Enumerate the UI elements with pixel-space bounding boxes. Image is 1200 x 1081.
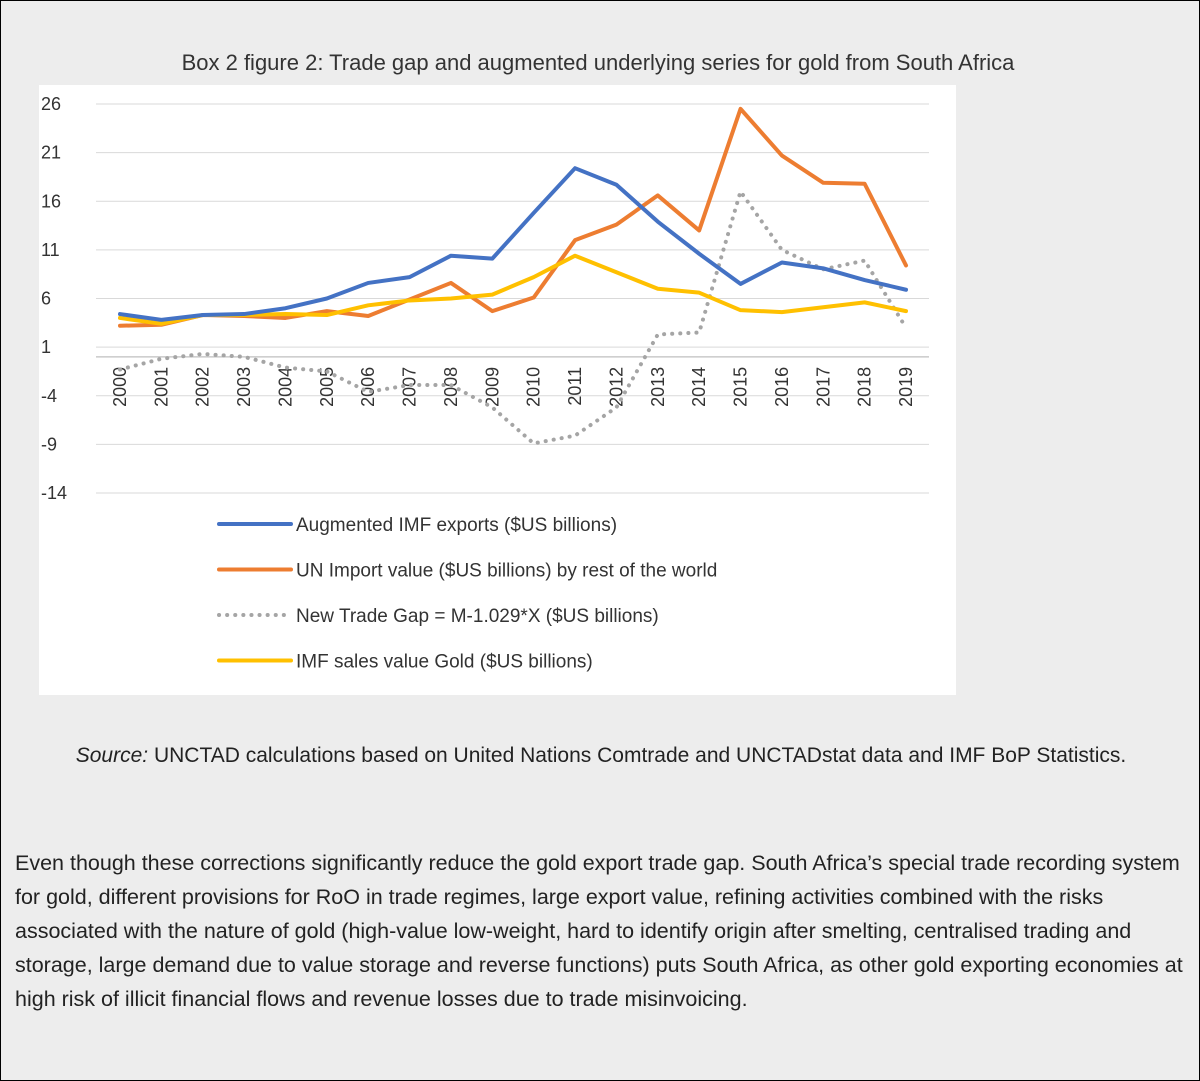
legend-label: UN Import value ($US billions) by rest o…	[296, 561, 717, 582]
x-tick-label: 2015	[731, 367, 751, 407]
x-tick-label: 2011	[565, 367, 585, 406]
y-tick-label: 21	[41, 143, 61, 163]
x-tick-label: 2010	[524, 367, 544, 407]
y-tick-label: 1	[41, 337, 51, 357]
x-tick-label: 2017	[813, 367, 833, 407]
legend-label: New Trade Gap = M-1.029*X ($US billions)	[296, 606, 659, 627]
x-tick-label: 2003	[234, 367, 254, 407]
x-tick-label: 2016	[772, 367, 792, 407]
y-tick-label: 6	[41, 289, 51, 309]
chart-title: Box 2 figure 2: Trade gap and augmented …	[182, 50, 1016, 75]
x-tick-label: 2018	[855, 367, 875, 407]
x-tick-label: 2007	[400, 367, 420, 407]
y-tick-label: 11	[41, 240, 60, 260]
title-area: Box 2 figure 2: Trade gap and augmented …	[182, 50, 1016, 75]
source-note: Source: UNCTAD calculations based on Uni…	[31, 739, 1171, 773]
x-tick-label: 2002	[193, 367, 213, 407]
source-label: Source:	[75, 744, 149, 767]
y-tick-label: -4	[41, 386, 57, 406]
y-tick-label: 26	[41, 94, 61, 114]
source-text: UNCTAD calculations based on United Nati…	[153, 744, 1127, 767]
x-tick-label: 2009	[482, 367, 502, 407]
x-tick-label: 2006	[358, 367, 378, 407]
x-tick-label: 2014	[689, 367, 709, 407]
x-tick-label: 2000	[110, 367, 130, 407]
legend-label: Augmented IMF exports ($US billions)	[296, 515, 617, 536]
series-line	[118, 189, 908, 446]
chart-background	[39, 85, 956, 695]
x-tick-label: 2019	[896, 367, 916, 407]
x-tick-label: 2013	[648, 367, 668, 407]
x-tick-label: 2005	[317, 367, 337, 407]
y-tick-label: -14	[41, 483, 67, 503]
x-tick-label: 2004	[275, 367, 295, 407]
legend-label: IMF sales value Gold ($US billions)	[296, 652, 593, 673]
body-paragraph: Even though these corrections significan…	[15, 851, 1183, 1011]
y-tick-label: 16	[41, 191, 61, 211]
y-tick-label: -9	[41, 434, 57, 454]
x-tick-label: 2001	[151, 367, 171, 407]
series-line	[118, 166, 908, 322]
x-tick-label: 2012	[606, 367, 626, 407]
